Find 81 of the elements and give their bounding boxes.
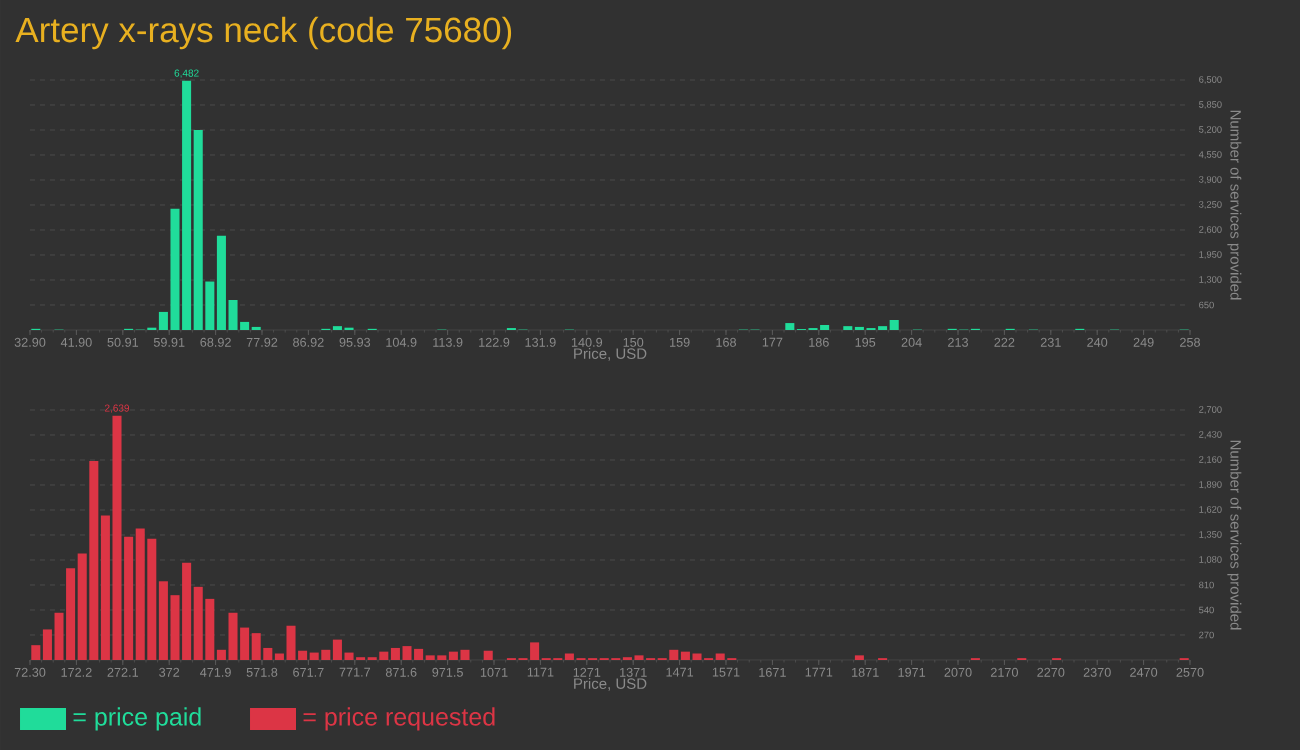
y-tick-label: 2,700 xyxy=(1199,406,1222,414)
y-tick-label: 1,300 xyxy=(1199,276,1222,284)
x-tick-label: 72.30 xyxy=(14,667,46,677)
x-tick-label: 68.92 xyxy=(200,337,231,347)
x-tick-label: 32.90 xyxy=(14,337,46,347)
x-tick-label: 372 xyxy=(159,667,180,677)
x-tick-label: 222 xyxy=(994,337,1015,347)
x-tick-label: 240 xyxy=(1087,337,1108,347)
x-tick-label: 1571 xyxy=(712,667,740,677)
y-tick-label: 2,160 xyxy=(1199,456,1222,464)
x-tick-label: 1271 xyxy=(573,667,601,677)
x-axis-title: Price, USD xyxy=(574,347,647,361)
x-tick-label: 172.2 xyxy=(61,667,92,677)
x-tick-label: 1771 xyxy=(805,667,833,677)
x-tick-label: 140.9 xyxy=(571,337,603,347)
x-tick-label: 2570 xyxy=(1176,667,1204,677)
x-tick-label: 571.8 xyxy=(246,667,278,677)
x-tick-label: 1871 xyxy=(852,667,879,677)
y-tick-label: 3,250 xyxy=(1199,201,1222,209)
y-tick-label: 2,600 xyxy=(1199,226,1222,234)
x-tick-label: 104.9 xyxy=(386,337,417,347)
y-tick-label: 5,200 xyxy=(1199,126,1222,134)
y-tick-label: 4,550 xyxy=(1198,151,1222,159)
x-tick-label: 59.91 xyxy=(153,337,185,347)
x-tick-label: 168 xyxy=(716,337,737,347)
x-tick-label: 1071 xyxy=(480,667,508,677)
x-tick-label: 186 xyxy=(809,337,829,347)
y-tick-label: 270 xyxy=(1199,631,1214,639)
x-tick-label: 41.90 xyxy=(60,337,92,347)
x-tick-label: 1171 xyxy=(527,667,554,677)
x-tick-label: 1671 xyxy=(759,667,786,677)
x-axis-title: Price, USD xyxy=(574,677,647,691)
x-tick-label: 213 xyxy=(948,337,968,347)
y-tick-label: 1,350 xyxy=(1199,531,1222,539)
x-tick-label: 86.92 xyxy=(293,337,324,347)
legend-label: = price paid xyxy=(73,707,201,731)
x-tick-label: 159 xyxy=(670,337,690,347)
data-label: 2,639 xyxy=(104,404,130,413)
x-tick-label: 272.1 xyxy=(107,667,139,677)
y-tick-label: 3,900 xyxy=(1199,176,1222,184)
x-tick-label: 95.93 xyxy=(339,337,371,347)
x-tick-label: 113.9 xyxy=(433,337,463,347)
x-tick-label: 50.91 xyxy=(107,337,139,347)
y-tick-label: 540 xyxy=(1199,606,1214,614)
chart-title: Artery x-rays neck (code 75680) xyxy=(15,16,512,50)
x-tick-label: 258 xyxy=(1180,337,1201,347)
x-tick-label: 671.7 xyxy=(293,667,324,677)
x-tick-label: 2170 xyxy=(990,667,1019,677)
y-tick-label: 810 xyxy=(1199,581,1214,589)
x-tick-label: 195 xyxy=(855,337,876,347)
y-tick-label: 650 xyxy=(1199,301,1214,309)
x-tick-label: 150 xyxy=(623,337,644,347)
x-tick-label: 471.9 xyxy=(200,667,231,677)
y-axis-title: Number of services provided xyxy=(1227,440,1242,630)
x-tick-label: 2370 xyxy=(1083,667,1111,677)
x-tick-label: 871.6 xyxy=(385,667,417,677)
x-tick-label: 249 xyxy=(1133,337,1154,347)
x-tick-label: 971.5 xyxy=(432,667,463,677)
x-tick-label: 77.92 xyxy=(246,337,278,347)
y-tick-label: 2,430 xyxy=(1199,431,1222,439)
y-tick-label: 1,950 xyxy=(1199,251,1222,259)
y-tick-label: 6,500 xyxy=(1199,76,1222,84)
y-tick-label: 1,080 xyxy=(1199,556,1222,564)
x-tick-label: 204 xyxy=(901,337,922,347)
x-tick-label: 2470 xyxy=(1130,667,1158,677)
x-tick-label: 131.9 xyxy=(525,337,556,347)
x-tick-label: 771.7 xyxy=(339,667,371,677)
x-tick-label: 1471 xyxy=(666,667,694,677)
x-tick-label: 122.9 xyxy=(479,337,510,347)
x-tick-label: 1971 xyxy=(898,667,926,677)
data-label: 6,482 xyxy=(174,69,199,78)
y-tick-label: 1,890 xyxy=(1199,481,1222,489)
x-tick-label: 2270 xyxy=(1037,667,1065,677)
y-tick-label: 5,850 xyxy=(1199,101,1222,109)
x-tick-label: 231 xyxy=(1040,337,1061,347)
x-tick-label: 1371 xyxy=(620,667,647,677)
y-axis-title: Number of services provided xyxy=(1227,110,1242,300)
x-tick-label: 177 xyxy=(762,337,783,347)
y-tick-label: 1,620 xyxy=(1199,506,1222,514)
legend-label: = price requested xyxy=(303,707,495,731)
x-tick-label: 2070 xyxy=(944,667,972,677)
